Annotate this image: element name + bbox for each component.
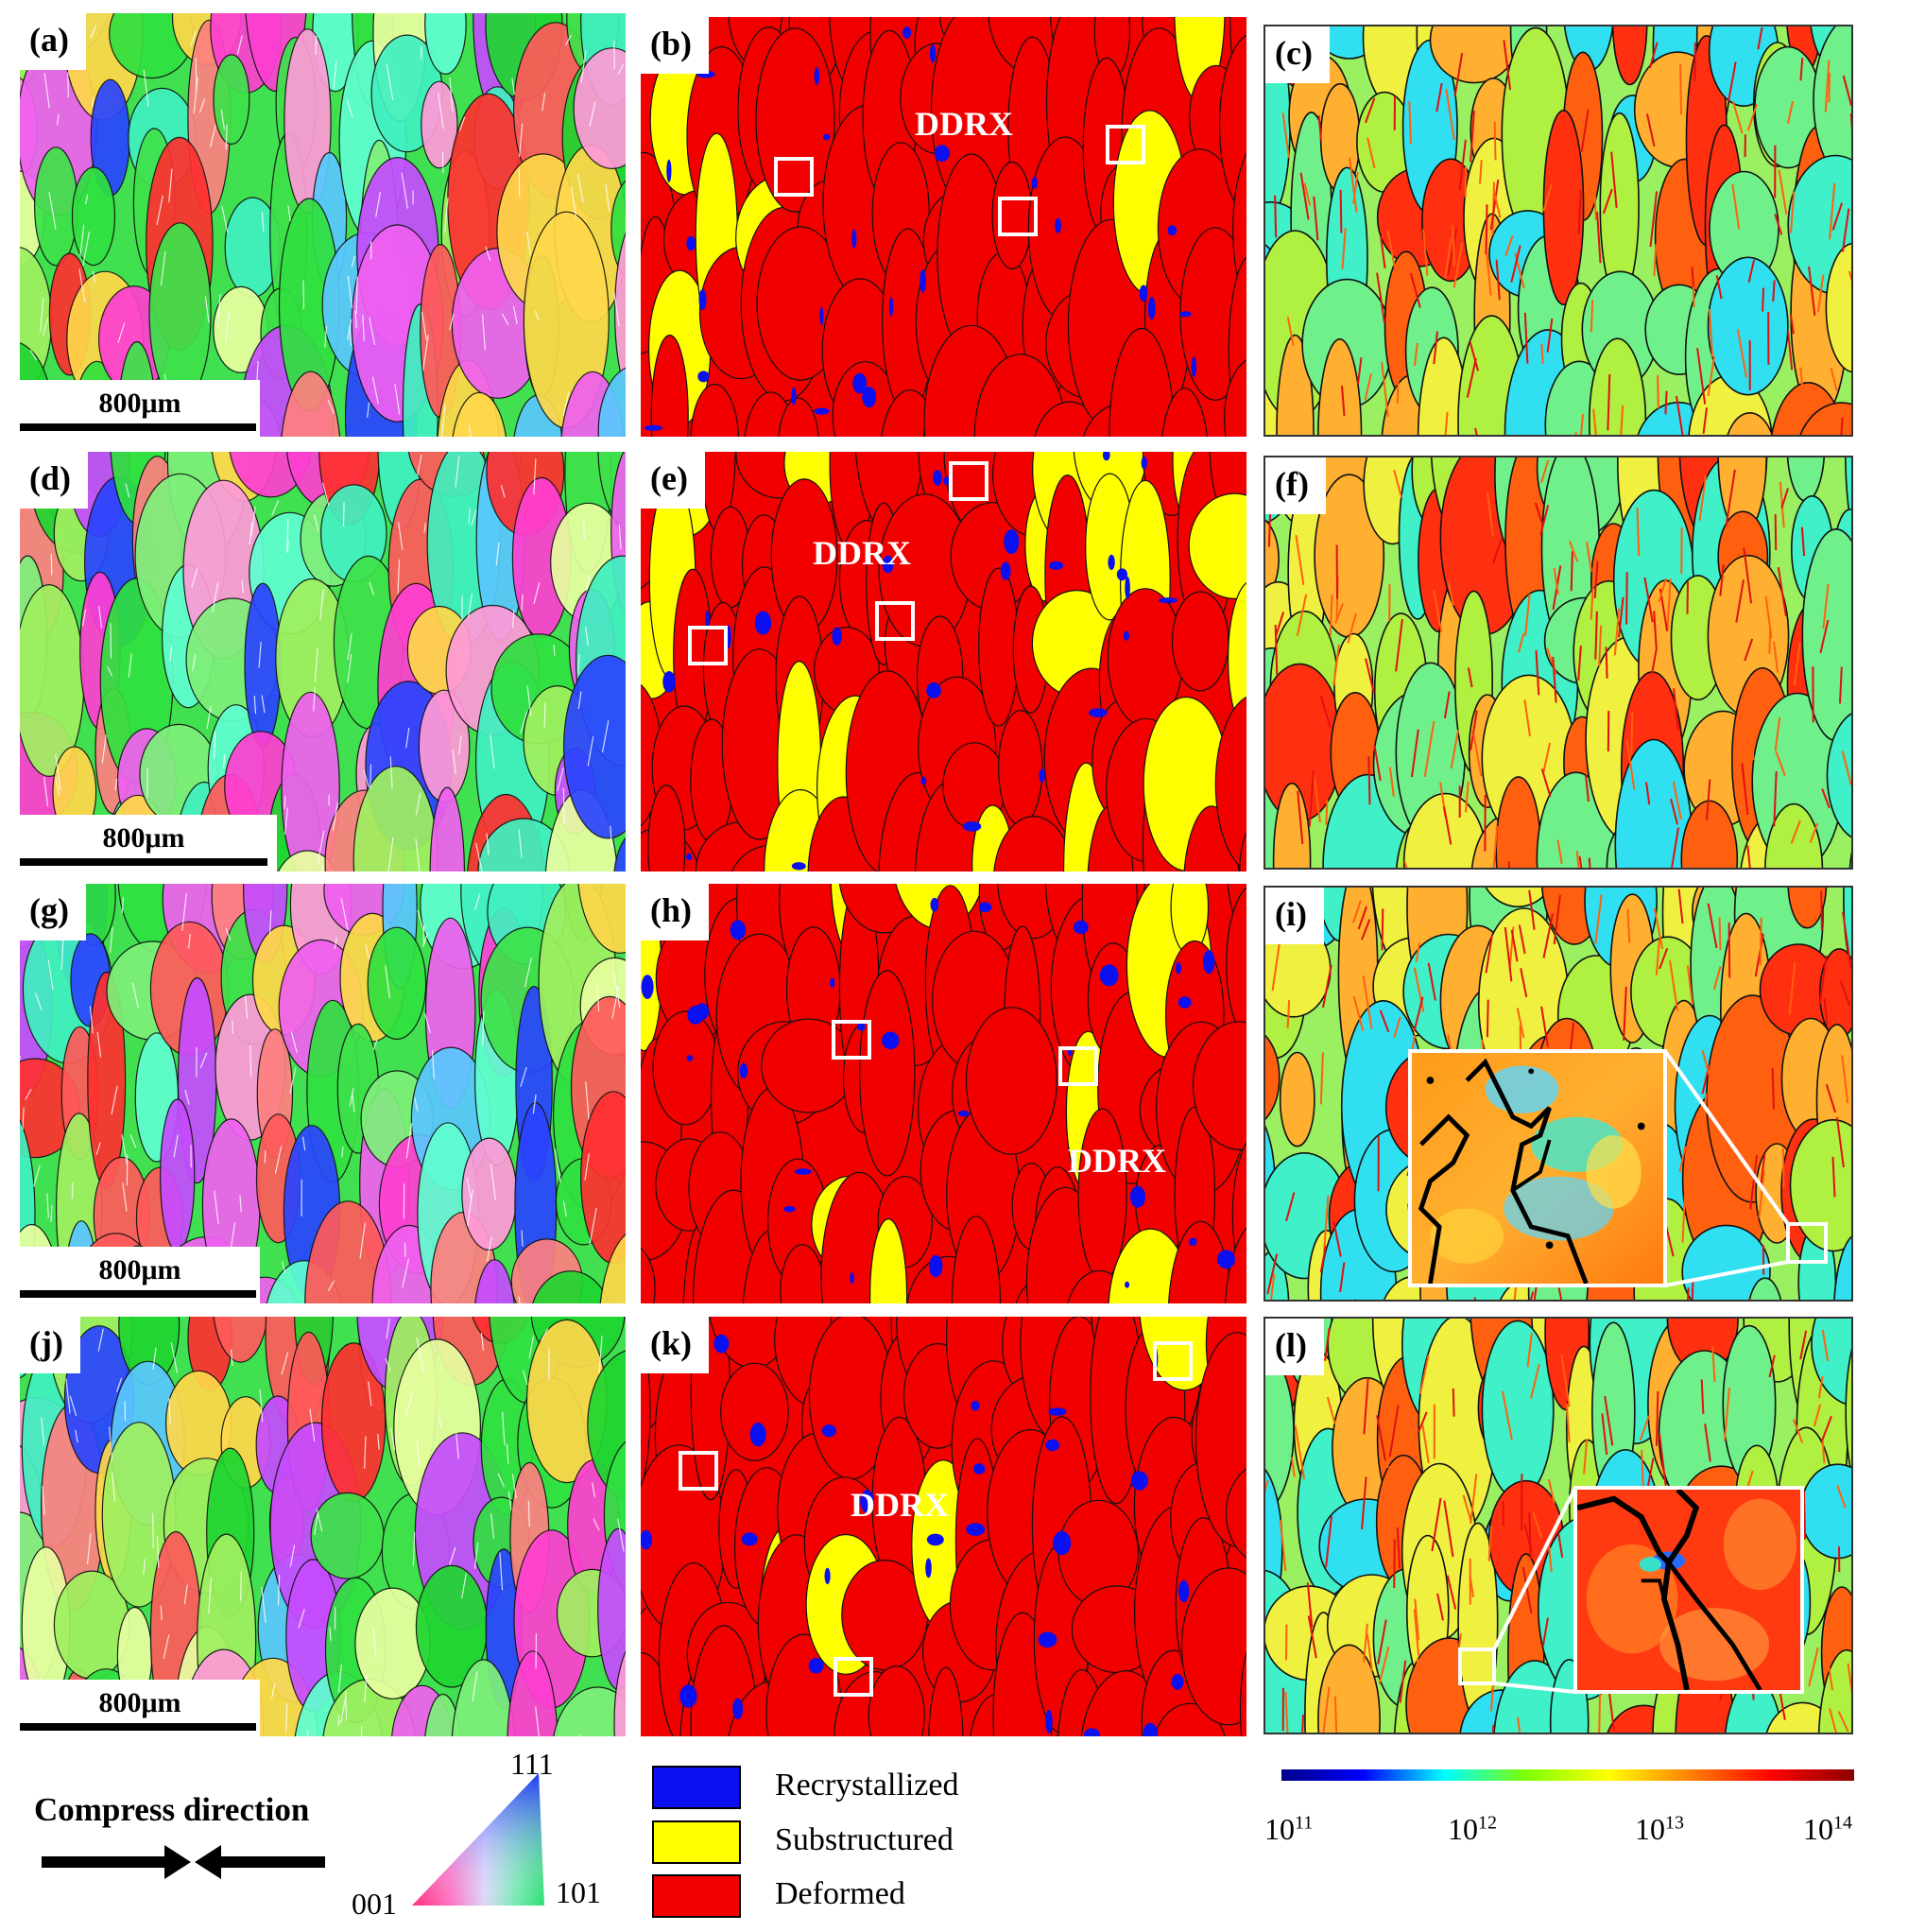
- ipf-map: [20, 1317, 626, 1736]
- highlight-box: [774, 157, 814, 197]
- tick-exponent: 13: [1665, 1812, 1684, 1834]
- compress-arrows-icon: [42, 1845, 325, 1879]
- highlight-box: [1058, 1046, 1098, 1086]
- scale-label: 800μm: [98, 1687, 181, 1718]
- scale-line: [20, 858, 267, 866]
- highlight-box: [834, 1657, 873, 1697]
- ddrx-annotation: DDRX: [851, 1486, 949, 1524]
- panel-a: (a) 800μm: [20, 13, 626, 437]
- scale-bar: 800μm: [20, 1247, 260, 1303]
- ipf-vertex-111: 111: [510, 1747, 554, 1781]
- scale-bar: 800μm: [20, 1680, 260, 1736]
- panel-c: (c): [1263, 25, 1853, 437]
- ddrx-annotation: DDRX: [1068, 1142, 1166, 1180]
- legend-swatch: [652, 1820, 741, 1864]
- panel-label: (c): [1265, 26, 1330, 83]
- ipf-color-triangle-icon: [412, 1773, 544, 1906]
- tick-base: 10: [1635, 1812, 1665, 1846]
- recrystallization-map: [641, 884, 1246, 1303]
- highlight-box: [832, 1020, 871, 1060]
- panel-h: (h) DDRX: [641, 884, 1246, 1303]
- zoom-inset-l: [1573, 1486, 1804, 1694]
- zoom-inset-i: [1408, 1049, 1667, 1287]
- recrystallization-map: [641, 1317, 1246, 1736]
- panel-d: (d) 800μm: [20, 452, 626, 871]
- legend-swatch: [652, 1766, 741, 1809]
- inset-kam-detail: [1577, 1490, 1800, 1690]
- colorbar-tick: 1012: [1448, 1812, 1497, 1847]
- panel-label: (a): [20, 13, 86, 70]
- highlight-box: [688, 626, 728, 665]
- legend-label: Substructured: [775, 1822, 954, 1857]
- panel-label: (f): [1265, 457, 1326, 514]
- highlight-box: [1106, 125, 1145, 164]
- ddrx-annotation: DDRX: [813, 534, 911, 572]
- tick-base: 10: [1448, 1812, 1478, 1846]
- colorbar-tick: 1011: [1264, 1812, 1313, 1847]
- panel-label: (i): [1265, 888, 1324, 944]
- inset-kam-detail: [1412, 1053, 1663, 1284]
- highlight-box: [949, 461, 988, 501]
- compress-direction-label: Compress direction: [34, 1791, 310, 1828]
- panel-label: (l): [1265, 1319, 1324, 1375]
- panel-k: (k) DDRX: [641, 1317, 1246, 1736]
- ipf-vertex-001: 001: [352, 1887, 397, 1921]
- ipf-map: [20, 452, 626, 871]
- ddrx-annotation: DDRX: [915, 105, 1013, 143]
- scale-line: [20, 1290, 256, 1298]
- panel-label: (e): [641, 452, 705, 509]
- scale-bar: 800μm: [20, 815, 277, 871]
- tick-base: 10: [1264, 1812, 1295, 1846]
- kam-map: [1265, 26, 1851, 435]
- panel-label: (k): [641, 1317, 709, 1373]
- legend-swatch: [652, 1874, 741, 1918]
- highlight-box: [1153, 1341, 1193, 1381]
- panel-label: (h): [641, 884, 709, 940]
- ipf-map: [20, 884, 626, 1303]
- scale-label: 800μm: [98, 1254, 181, 1285]
- legend-label: Recrystallized: [775, 1768, 959, 1803]
- highlight-box: [875, 601, 915, 641]
- panel-b: (b) DDRX: [641, 17, 1246, 437]
- panel-j: (j) 800μm: [20, 1317, 626, 1736]
- panel-e: (e) DDRX: [641, 452, 1246, 871]
- kam-colorbar: [1281, 1769, 1854, 1781]
- colorbar-tick: 1013: [1635, 1812, 1684, 1847]
- scale-label: 800μm: [102, 822, 185, 854]
- tick-exponent: 12: [1478, 1812, 1497, 1834]
- ipf-vertex-101: 101: [556, 1875, 601, 1909]
- recrystallization-map: [641, 452, 1246, 871]
- legend-label: Deformed: [775, 1876, 905, 1911]
- ipf-map: [20, 13, 626, 437]
- scale-bar: 800μm: [20, 380, 260, 437]
- scale-line: [20, 423, 256, 431]
- tick-exponent: 14: [1833, 1812, 1852, 1834]
- recrystallization-map: [641, 17, 1246, 437]
- scale-line: [20, 1723, 256, 1731]
- panel-label: (b): [641, 17, 709, 74]
- highlight-box: [679, 1451, 718, 1491]
- scale-label: 800μm: [98, 388, 181, 419]
- tick-exponent: 11: [1295, 1812, 1314, 1834]
- panel-g: (g) 800μm: [20, 884, 626, 1303]
- panel-label: (g): [20, 884, 86, 940]
- kam-map: [1265, 457, 1851, 868]
- panel-label: (d): [20, 452, 88, 509]
- highlight-box: [998, 197, 1038, 236]
- colorbar-tick: 1014: [1803, 1812, 1852, 1847]
- tick-base: 10: [1803, 1812, 1833, 1846]
- panel-f: (f): [1263, 456, 1853, 870]
- panel-label: (j): [20, 1317, 80, 1373]
